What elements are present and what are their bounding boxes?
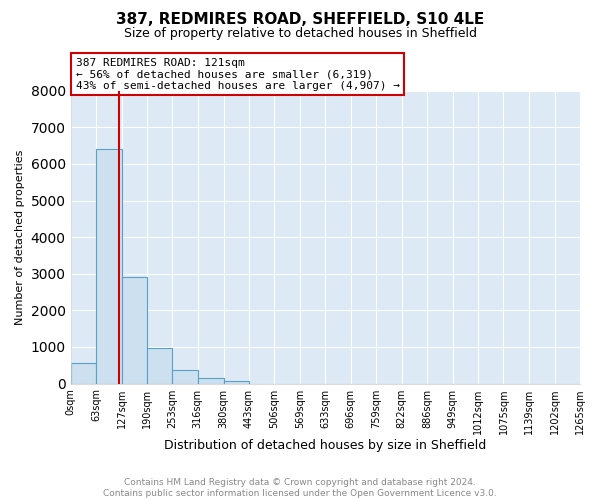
Text: 387 REDMIRES ROAD: 121sqm
← 56% of detached houses are smaller (6,319)
43% of se: 387 REDMIRES ROAD: 121sqm ← 56% of detac… bbox=[76, 58, 400, 90]
Bar bbox=[172, 370, 198, 384]
Bar bbox=[147, 348, 172, 384]
Bar bbox=[122, 278, 147, 384]
Bar bbox=[71, 364, 96, 384]
Bar bbox=[198, 378, 224, 384]
X-axis label: Distribution of detached houses by size in Sheffield: Distribution of detached houses by size … bbox=[164, 440, 487, 452]
Bar bbox=[96, 150, 122, 384]
Bar bbox=[224, 380, 249, 384]
Text: 387, REDMIRES ROAD, SHEFFIELD, S10 4LE: 387, REDMIRES ROAD, SHEFFIELD, S10 4LE bbox=[116, 12, 484, 28]
Y-axis label: Number of detached properties: Number of detached properties bbox=[15, 150, 25, 325]
Text: Contains HM Land Registry data © Crown copyright and database right 2024.
Contai: Contains HM Land Registry data © Crown c… bbox=[103, 478, 497, 498]
Text: Size of property relative to detached houses in Sheffield: Size of property relative to detached ho… bbox=[124, 28, 476, 40]
